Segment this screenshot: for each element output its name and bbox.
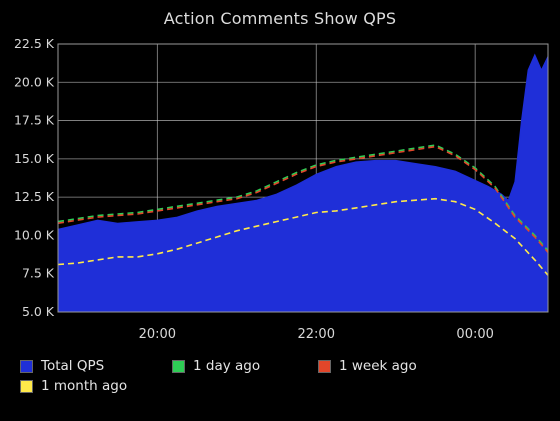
legend-item-1-day-ago: 1 day ago [172,357,260,375]
legend-label-1-week-ago: 1 week ago [339,358,417,374]
plot-frame [57,43,549,313]
y-tick-label: 10.0 K [14,227,55,242]
legend-item-1-month-ago: 1 month ago [20,377,127,395]
x-tick-label: 22:00 [298,327,335,342]
series-area-total-qps [57,53,549,313]
y-tick-label: 12.5 K [14,189,55,204]
legend-swatch-total-qps [20,359,33,373]
legend: Total QPS 1 day ago 1 week ago 1 month a… [20,357,460,397]
y-tick-label: 7.5 K [22,266,55,281]
legend-label-1-day-ago: 1 day ago [193,358,261,374]
legend-item-1-week-ago: 1 week ago [318,357,417,375]
legend-swatch-1-day-ago [172,359,185,373]
y-tick-label: 15.0 K [14,151,55,166]
legend-swatch-1-month-ago [20,379,33,393]
series-line-1-day-ago [57,144,549,252]
y-tick-label: 22.5 K [14,36,55,51]
x-tick-label: 00:00 [456,327,493,342]
series-layer [57,53,549,313]
legend-swatch-1-week-ago [318,359,331,373]
series-line-1-week-ago [57,145,549,253]
y-tick-label: 20.0 K [14,74,55,89]
series-line-1-month-ago [57,197,549,276]
legend-label-1-month-ago: 1 month ago [41,378,128,394]
legend-label-total-qps: Total QPS [41,358,105,374]
chart-title: Action Comments Show QPS [163,9,397,28]
legend-item-total-qps: Total QPS [20,357,104,375]
y-tick-label: 5.0 K [22,304,55,319]
x-axis-ticks: 20:00 22:00 00:00 [139,327,494,342]
y-axis-ticks: 5.0 K 7.5 K 10.0 K 12.5 K 15.0 K 17.5 K 20.0 K… [14,36,55,319]
x-tick-label: 20:00 [139,327,176,342]
y-tick-label: 17.5 K [14,113,55,128]
